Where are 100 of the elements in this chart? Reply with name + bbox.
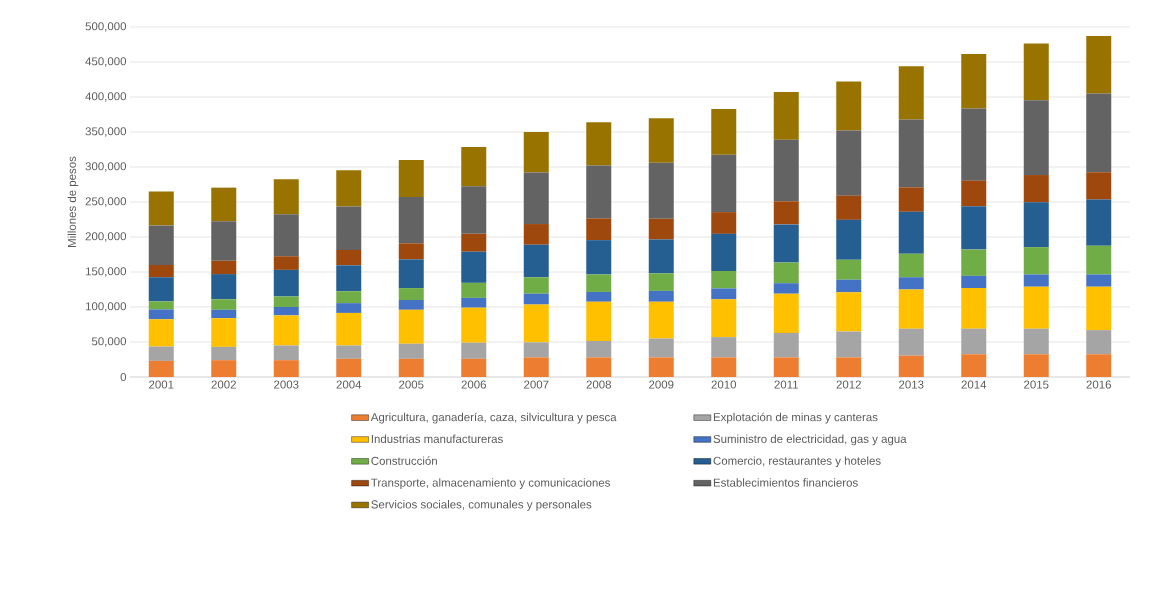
bar <box>711 154 737 213</box>
x-tick-label: 2003 <box>274 380 299 389</box>
x-tick-label: 2007 <box>524 380 549 389</box>
bar <box>1086 354 1112 377</box>
bar <box>648 239 674 274</box>
bar <box>711 357 737 377</box>
bar <box>461 251 487 283</box>
bar <box>273 296 299 307</box>
bar <box>523 172 549 225</box>
bar <box>648 118 674 163</box>
bar <box>398 299 424 310</box>
bar <box>211 346 237 361</box>
bar <box>398 343 424 359</box>
bar <box>773 293 799 333</box>
bar <box>1086 274 1112 287</box>
legend-label: Explotación de minas y canteras <box>713 412 878 424</box>
bar <box>211 221 237 261</box>
bar <box>586 291 612 302</box>
bar <box>586 340 612 358</box>
legend-label: Construcción <box>371 456 437 465</box>
y-tick-label: 300,000 <box>85 162 127 172</box>
x-tick-label: 2016 <box>1086 380 1111 389</box>
bar <box>836 219 862 260</box>
x-tick-label: 2015 <box>1024 380 1049 389</box>
bar <box>648 357 674 377</box>
bar <box>336 312 362 346</box>
bar <box>1023 43 1049 101</box>
bar <box>711 270 737 289</box>
bar <box>336 358 362 377</box>
bar <box>898 211 924 254</box>
bar <box>211 318 237 347</box>
bar <box>461 358 487 377</box>
bar <box>773 332 799 358</box>
legend-label: Industrias manufactureras <box>371 434 503 443</box>
bar <box>1023 328 1049 355</box>
y-tick-label: 250,000 <box>85 197 127 207</box>
bar <box>523 357 549 377</box>
bar <box>961 249 987 276</box>
bar <box>711 108 737 155</box>
x-tick-label: 2014 <box>961 380 987 389</box>
bar <box>773 357 799 377</box>
bar <box>648 338 674 358</box>
bar <box>273 306 299 316</box>
bar <box>273 214 299 257</box>
bar <box>148 191 174 226</box>
bar <box>836 331 862 358</box>
bar <box>1023 100 1049 176</box>
bar <box>836 279 862 293</box>
bar <box>398 358 424 377</box>
legend-label: Comercio, restaurantes y hoteles <box>713 456 881 468</box>
x-tick-label: 2011 <box>774 380 799 389</box>
bar <box>1023 175 1049 203</box>
bar <box>461 186 487 234</box>
bar <box>773 201 799 225</box>
bar <box>898 328 924 356</box>
bar <box>648 273 674 291</box>
x-tick-label: 2001 <box>149 380 174 389</box>
bar <box>148 277 174 302</box>
bar <box>836 195 862 220</box>
bar <box>898 355 924 377</box>
x-tick-label: 2002 <box>211 380 236 389</box>
x-tick-label: 2004 <box>336 380 362 389</box>
bar <box>273 315 299 346</box>
bar <box>961 53 987 109</box>
bar <box>773 224 799 263</box>
bar <box>1023 354 1049 377</box>
bar <box>211 187 237 222</box>
legend-label: Suministro de electricidad, gas y agua <box>713 434 907 446</box>
bar <box>523 342 549 358</box>
bar <box>398 159 424 198</box>
bar <box>1023 274 1049 287</box>
bar <box>336 170 362 207</box>
y-tick-label: 100,000 <box>85 302 127 312</box>
bar <box>523 304 549 343</box>
bar <box>211 260 237 275</box>
bar <box>961 328 987 355</box>
legend-label: Establecimientos financieros <box>713 478 858 487</box>
bar <box>898 289 924 329</box>
x-tick-label: 2012 <box>836 380 861 389</box>
bar <box>648 290 674 302</box>
bar <box>211 274 237 300</box>
bar <box>836 130 862 196</box>
bar <box>711 288 737 300</box>
bar <box>1086 36 1112 94</box>
bar <box>336 249 362 266</box>
bar <box>211 299 237 310</box>
bar <box>961 206 987 250</box>
x-tick-label: 2006 <box>461 380 486 389</box>
y-tick-label: 500,000 <box>85 22 127 32</box>
bar <box>523 293 549 305</box>
bar <box>773 262 799 284</box>
bar <box>523 224 549 245</box>
bar <box>711 233 737 271</box>
bar <box>961 354 987 377</box>
bar <box>711 337 737 358</box>
bar <box>961 275 987 289</box>
bar <box>1086 286 1112 331</box>
bar <box>461 233 487 252</box>
bar <box>1086 93 1112 173</box>
y-tick-label: 150,000 <box>85 267 127 277</box>
